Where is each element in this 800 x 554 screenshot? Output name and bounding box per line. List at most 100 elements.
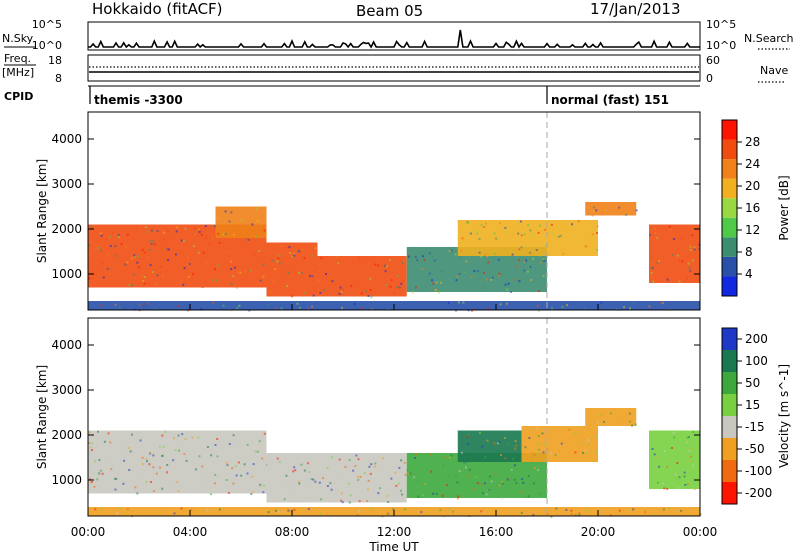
- nsky-trace: [88, 29, 700, 49]
- echo-speck: [455, 279, 458, 282]
- echo-speck: [656, 236, 659, 239]
- echo-speck: [106, 253, 109, 256]
- echo-speck: [592, 233, 594, 236]
- echo-speck: [374, 263, 377, 266]
- echo-speck: [398, 286, 401, 289]
- echo-speck: [88, 442, 91, 444]
- colorbar-tick-label: 24: [745, 157, 760, 171]
- echo-speck: [484, 456, 487, 458]
- echo-speck: [206, 509, 209, 512]
- nsky-tick-top: 10^5: [32, 18, 62, 31]
- echo-speck: [360, 292, 363, 295]
- echo-speck: [422, 255, 425, 258]
- echo-speck: [311, 305, 313, 308]
- cpid-label: CPID: [4, 90, 33, 103]
- echo-speck: [650, 267, 653, 270]
- y-tick-label: 1000: [51, 267, 82, 281]
- echo-speck: [158, 445, 161, 448]
- echo-speck: [694, 487, 696, 490]
- echo-speck: [450, 249, 453, 252]
- colorbar-cell: [722, 120, 737, 140]
- echo-speck: [166, 464, 169, 466]
- colorbar-cell: [722, 350, 737, 372]
- echo-speck: [367, 488, 370, 491]
- echo-speck: [497, 442, 500, 445]
- echo-speck: [456, 275, 459, 278]
- echo-speck: [440, 513, 443, 516]
- echo-speck: [691, 447, 694, 450]
- echo-speck: [230, 260, 233, 263]
- echo-speck: [293, 491, 296, 494]
- echo-speck: [407, 472, 410, 475]
- echo-speck: [143, 276, 146, 278]
- echo-speck: [336, 472, 339, 475]
- echo-speck: [390, 279, 393, 282]
- echo-speck: [392, 508, 395, 511]
- echo-speck: [162, 238, 165, 241]
- echo-speck: [179, 441, 182, 444]
- echo-speck: [319, 512, 322, 515]
- echo-speck: [135, 442, 138, 445]
- echo-speck: [318, 262, 321, 265]
- y-tick-label: 3000: [51, 383, 82, 397]
- echo-speck: [89, 478, 92, 481]
- echo-speck: [446, 484, 449, 487]
- echo-speck: [232, 434, 235, 437]
- power-ylabel: Slant Range [km]: [35, 159, 49, 263]
- echo-speck: [277, 257, 280, 260]
- echo-speck: [550, 515, 553, 518]
- echo-speck: [535, 249, 538, 251]
- echo-speck: [414, 453, 417, 456]
- echo-speck: [94, 508, 97, 511]
- echo-speck: [143, 251, 146, 254]
- echo-speck: [539, 224, 542, 227]
- echo-speck: [133, 255, 136, 258]
- echo-speck: [360, 307, 363, 310]
- echo-speck: [228, 251, 231, 254]
- echo-speck: [123, 455, 126, 458]
- echo-speck: [401, 262, 404, 265]
- echo-speck: [143, 305, 145, 308]
- echo-speck: [149, 264, 152, 267]
- echo-speck: [116, 512, 119, 515]
- echo-speck: [88, 431, 91, 434]
- echo-speck: [218, 508, 221, 511]
- echo-speck: [145, 457, 148, 460]
- echo-speck: [532, 257, 534, 260]
- echo-speck: [513, 464, 516, 467]
- echo-speck: [200, 233, 203, 236]
- echo-speck: [440, 270, 443, 272]
- echo-speck: [161, 275, 164, 277]
- echo-speck: [515, 482, 518, 484]
- echo-speck: [543, 259, 546, 262]
- echo-speck: [681, 260, 684, 263]
- echo-speck: [338, 458, 341, 461]
- power-colorbar: 4 8 12 16 20 24 28 Power [dB]: [721, 119, 791, 297]
- echo-speck: [314, 247, 317, 250]
- echo-speck: [506, 288, 509, 291]
- echo-speck: [544, 228, 547, 231]
- echo-speck: [506, 443, 509, 446]
- echo-speck: [180, 239, 183, 242]
- echo-speck: [458, 301, 460, 304]
- echo-speck: [661, 301, 664, 304]
- echo-speck: [483, 226, 486, 229]
- echo-speck: [181, 433, 184, 436]
- echo-speck: [674, 473, 677, 476]
- echo-speck: [262, 491, 265, 494]
- echo-speck: [433, 259, 436, 262]
- echo-speck: [668, 225, 671, 228]
- echo-speck: [318, 269, 321, 272]
- echo-speck: [208, 243, 211, 246]
- echo-speck: [337, 474, 340, 477]
- echo-speck: [518, 248, 521, 251]
- echo-speck: [555, 507, 558, 510]
- echo-speck: [526, 243, 529, 246]
- echo-speck: [204, 236, 207, 239]
- echo-speck: [662, 482, 664, 485]
- echo-speck: [526, 270, 529, 273]
- echo-speck: [390, 477, 393, 480]
- echo-speck: [293, 508, 296, 511]
- echo-speck: [561, 306, 564, 308]
- echo-speck: [536, 427, 539, 430]
